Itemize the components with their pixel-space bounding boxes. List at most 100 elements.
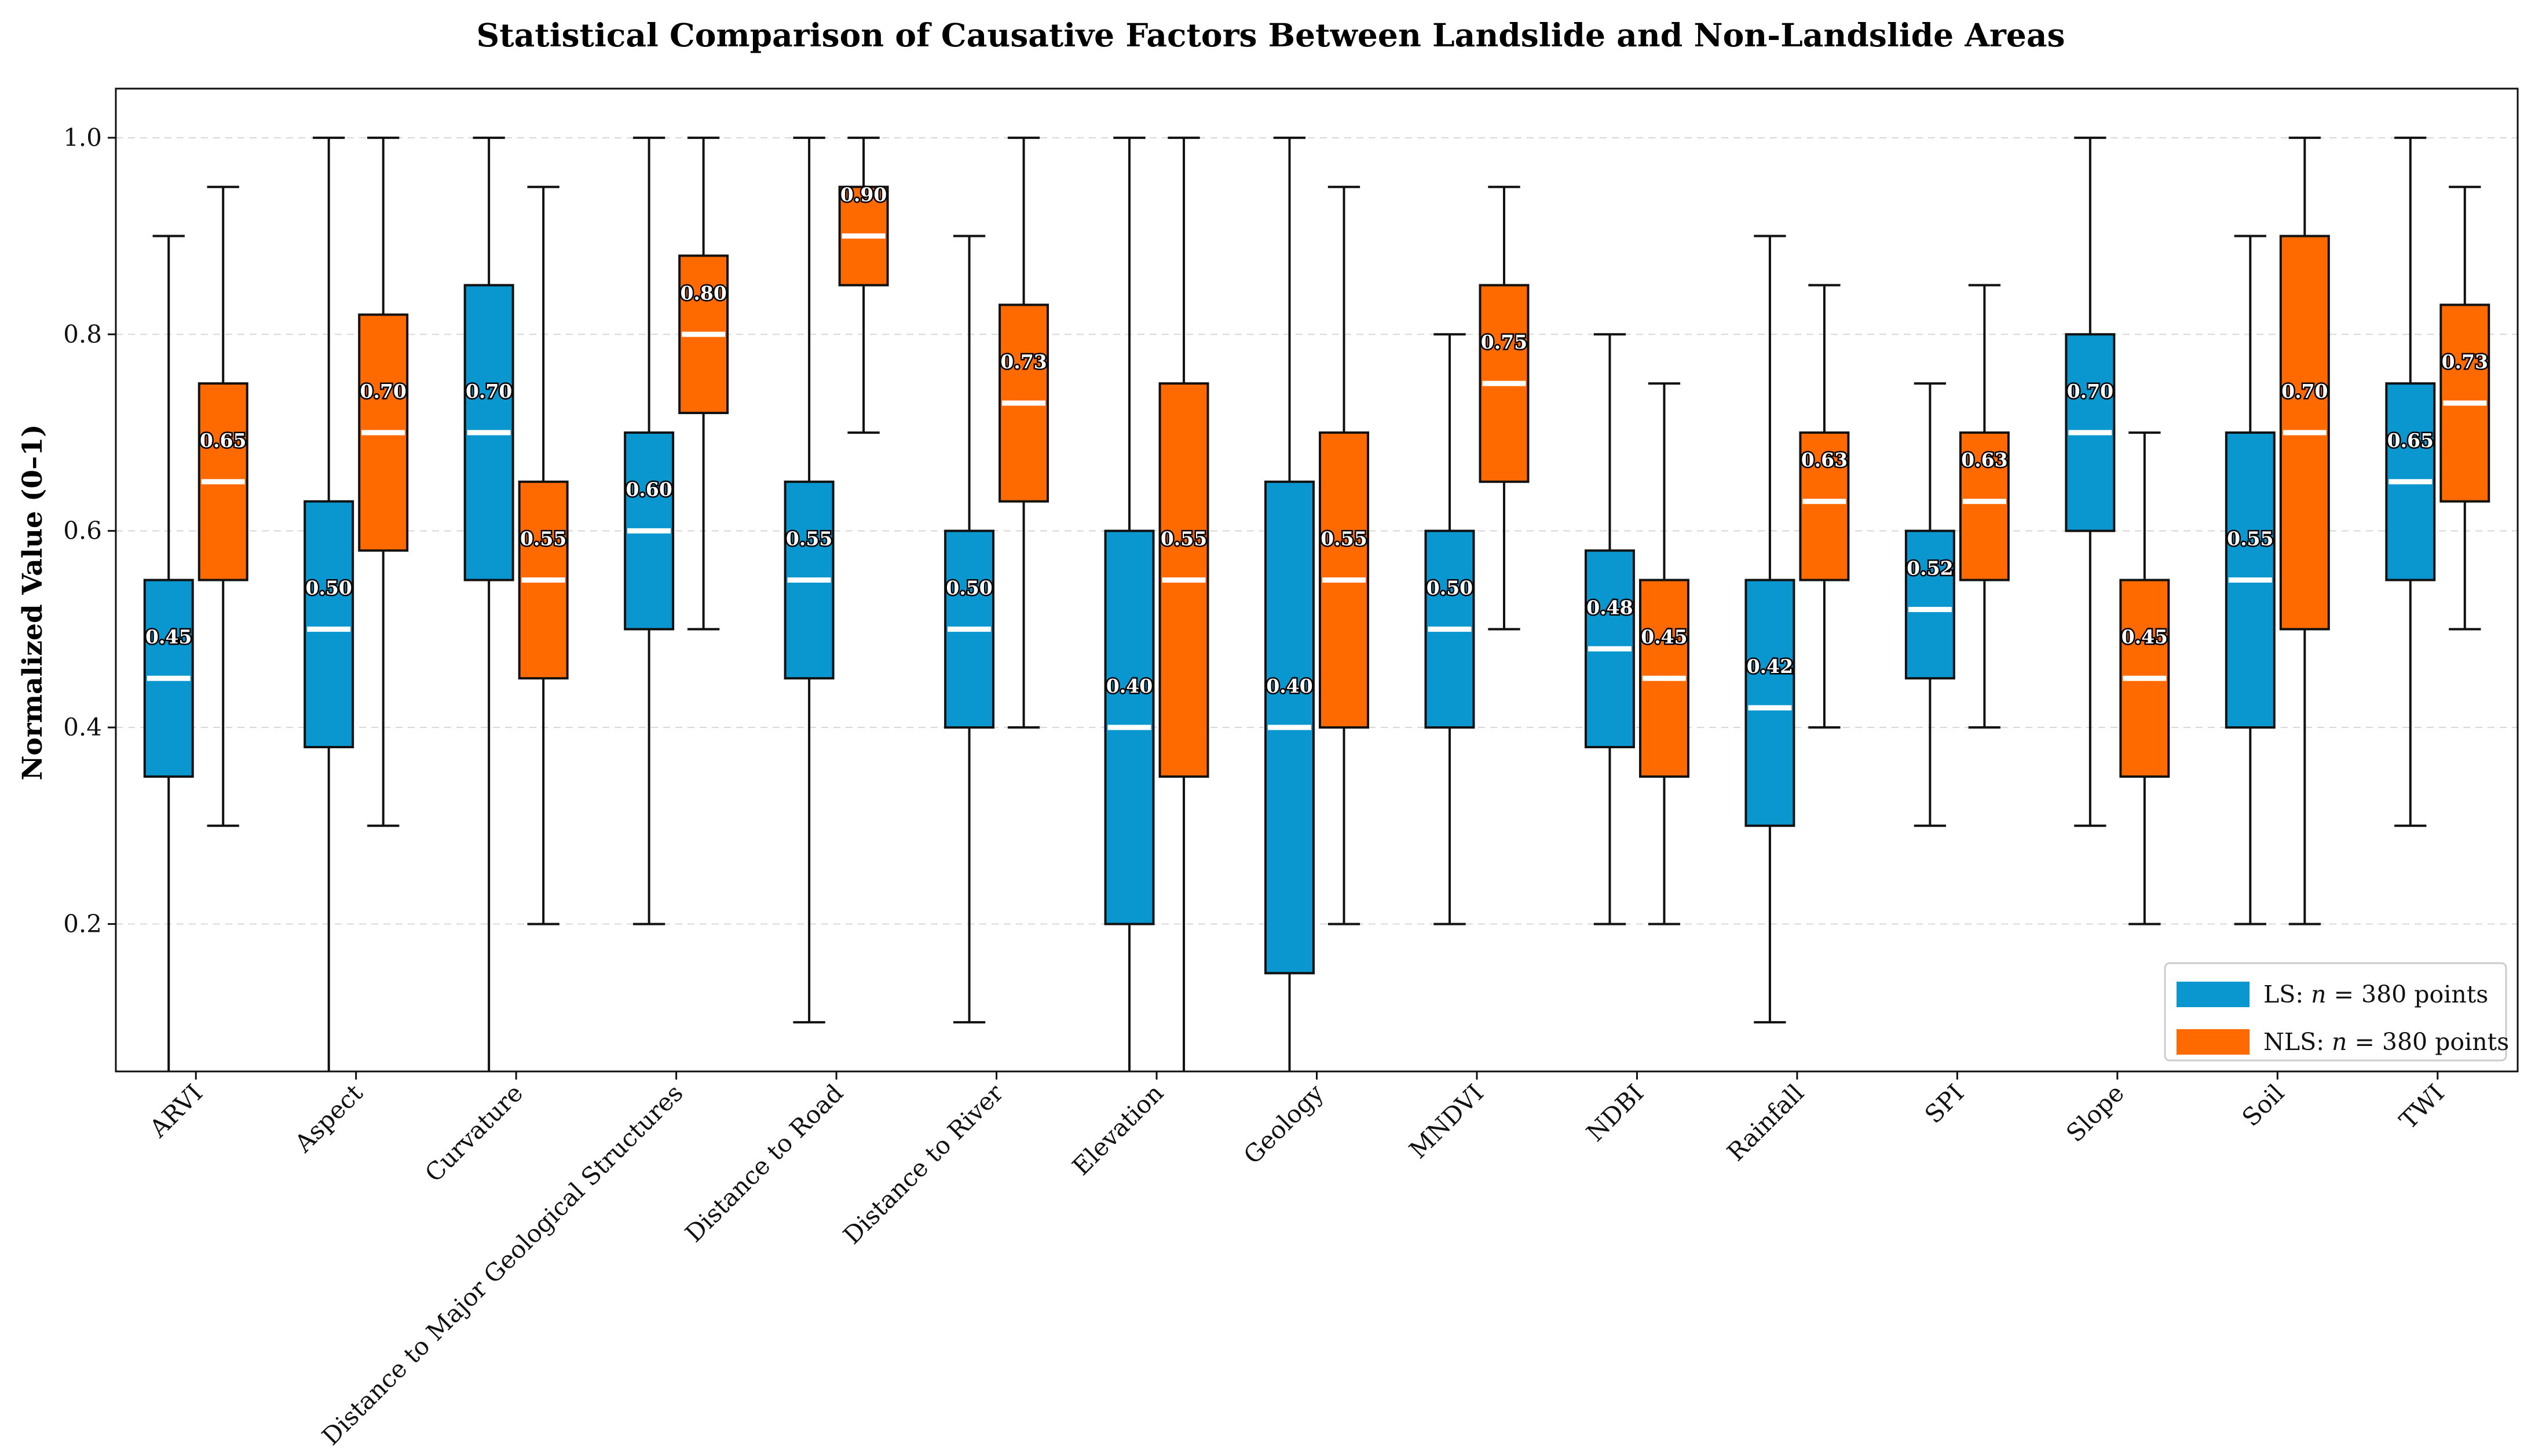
legend-label-nls: NLS: n = 380 points (2263, 1028, 2509, 1056)
gridlines (116, 137, 2518, 925)
box-nls: 0.55 (518, 185, 569, 925)
box-nls: 0.73 (2439, 185, 2490, 631)
x-tick-label: Slope (2061, 1078, 2130, 1147)
legend-frame (2164, 962, 2507, 1062)
box-nls: 0.55 (1319, 185, 1369, 925)
median-label: 0.50 (1427, 576, 1473, 599)
box-nls: 0.63 (1799, 284, 1850, 729)
y-tick-label: 0.4 (63, 713, 102, 741)
box-nls: 0.80 (678, 136, 729, 631)
median-label: 0.50 (306, 576, 352, 599)
box-ls: 0.40 (1104, 136, 1155, 1071)
y-axis-label: Normalized Value (0–1) (17, 424, 49, 780)
median-label: 0.55 (520, 528, 566, 550)
box-nls: 0.73 (998, 136, 1049, 729)
box-nls: 0.45 (2119, 431, 2170, 925)
legend-label-ls: LS: n = 380 points (2263, 981, 2488, 1008)
box-ls: 0.42 (1744, 235, 1795, 1024)
y-tick-label: 0.6 (63, 517, 102, 545)
x-tick-label: Soil (2236, 1078, 2289, 1132)
box-nls: 0.90 (838, 136, 889, 434)
chart-title: Statistical Comparison of Causative Fact… (477, 16, 2065, 54)
box-ls: 0.50 (944, 235, 995, 1024)
y-axis-ticks: 0.2 0.4 0.6 0.8 1.0 (63, 123, 116, 938)
box-ls: 0.50 (1424, 333, 1475, 925)
median-label: 0.40 (1106, 675, 1153, 697)
box-nls-iqr (1799, 431, 1850, 581)
median-label: 0.50 (946, 576, 992, 599)
box-ls: 0.70 (463, 136, 514, 1071)
box-nls: 0.65 (197, 185, 248, 827)
median-label: 0.40 (1266, 675, 1312, 697)
legend-swatch-nls (2177, 1029, 2250, 1055)
plot-frame (115, 87, 2519, 1073)
median-label: 0.63 (1961, 449, 2007, 471)
median-label: 0.73 (2442, 350, 2488, 373)
median-label: 0.65 (200, 429, 246, 452)
box-ls: 0.55 (784, 136, 835, 1024)
median-label: 0.52 (1907, 557, 1953, 579)
median-label: 0.80 (680, 281, 726, 304)
box-nls: 0.63 (1959, 284, 2010, 729)
box-ls: 0.65 (2385, 136, 2436, 827)
median-label: 0.45 (145, 625, 192, 648)
box-ls: 0.48 (1584, 333, 1635, 925)
y-tick-label: 1.0 (63, 123, 102, 152)
median-label: 0.65 (2387, 429, 2434, 452)
median-label: 0.55 (1321, 528, 1367, 550)
box-ls: 0.70 (2065, 136, 2116, 827)
x-tick-label: Geology (1238, 1078, 1329, 1169)
box-ls: 0.52 (1904, 382, 1955, 827)
box-ls: 0.50 (303, 136, 354, 1071)
box-ls-iqr (1744, 579, 1795, 827)
x-tick-label: ARVI (144, 1078, 208, 1143)
legend: LS: n = 380 points NLS: n = 380 points (2164, 962, 2509, 1062)
median-label: 0.55 (2227, 528, 2273, 550)
box-nls: 0.45 (1638, 382, 1689, 925)
box-ls: 0.55 (2225, 235, 2276, 925)
box-series: 0.45 0.65 0.50 0.70 0.70 0.55 0.60 0.80 0.55 0.90… (143, 136, 2490, 1071)
box-nls: 0.55 (1158, 136, 1209, 1071)
box-ls-iqr (303, 500, 354, 748)
median-label: 0.45 (2122, 625, 2168, 648)
box-ls: 0.60 (624, 136, 675, 925)
median-label: 0.70 (466, 380, 512, 403)
median-label: 0.75 (1481, 331, 1527, 353)
x-tick-label: Elevation (1067, 1078, 1169, 1180)
box-nls-iqr (1959, 431, 2010, 581)
median-label: 0.55 (1161, 528, 1207, 550)
median-label: 0.90 (840, 184, 887, 206)
median-label: 0.70 (360, 380, 407, 403)
x-tick-label: Curvature (419, 1078, 528, 1187)
x-tick-label: Rainfall (1721, 1078, 1809, 1166)
median-label: 0.42 (1747, 655, 1793, 678)
x-tick-label: NDBI (1581, 1078, 1649, 1147)
x-tick-label: Distance to Road (679, 1078, 848, 1248)
legend-swatch-ls (2177, 982, 2250, 1007)
median-label: 0.73 (1000, 350, 1047, 373)
box-nls: 0.70 (2279, 136, 2330, 925)
x-tick-label: TWI (2394, 1078, 2450, 1135)
median-label: 0.45 (1641, 625, 1687, 648)
box-nls: 0.75 (1479, 185, 1530, 631)
median-label: 0.70 (2281, 380, 2328, 403)
median-label: 0.48 (1586, 596, 1633, 619)
y-tick-label: 0.8 (63, 320, 102, 348)
median-label: 0.63 (1801, 449, 1848, 471)
x-tick-label: SPI (1919, 1078, 1970, 1129)
y-tick-label: 0.2 (63, 909, 102, 938)
median-label: 0.60 (626, 478, 672, 501)
x-tick-label: Aspect (289, 1078, 368, 1158)
box-ls-iqr (1904, 529, 1955, 680)
x-tick-label: Distance to Major Geological Structures (316, 1078, 688, 1450)
x-tick-label: Distance to River (837, 1078, 1009, 1250)
box-ls: 0.45 (143, 235, 194, 1071)
median-label: 0.55 (786, 528, 832, 550)
x-tick-label: MNDVI (1404, 1078, 1490, 1164)
box-ls: 0.40 (1264, 136, 1315, 1071)
median-label: 0.70 (2067, 380, 2113, 403)
box-nls: 0.70 (358, 136, 409, 827)
